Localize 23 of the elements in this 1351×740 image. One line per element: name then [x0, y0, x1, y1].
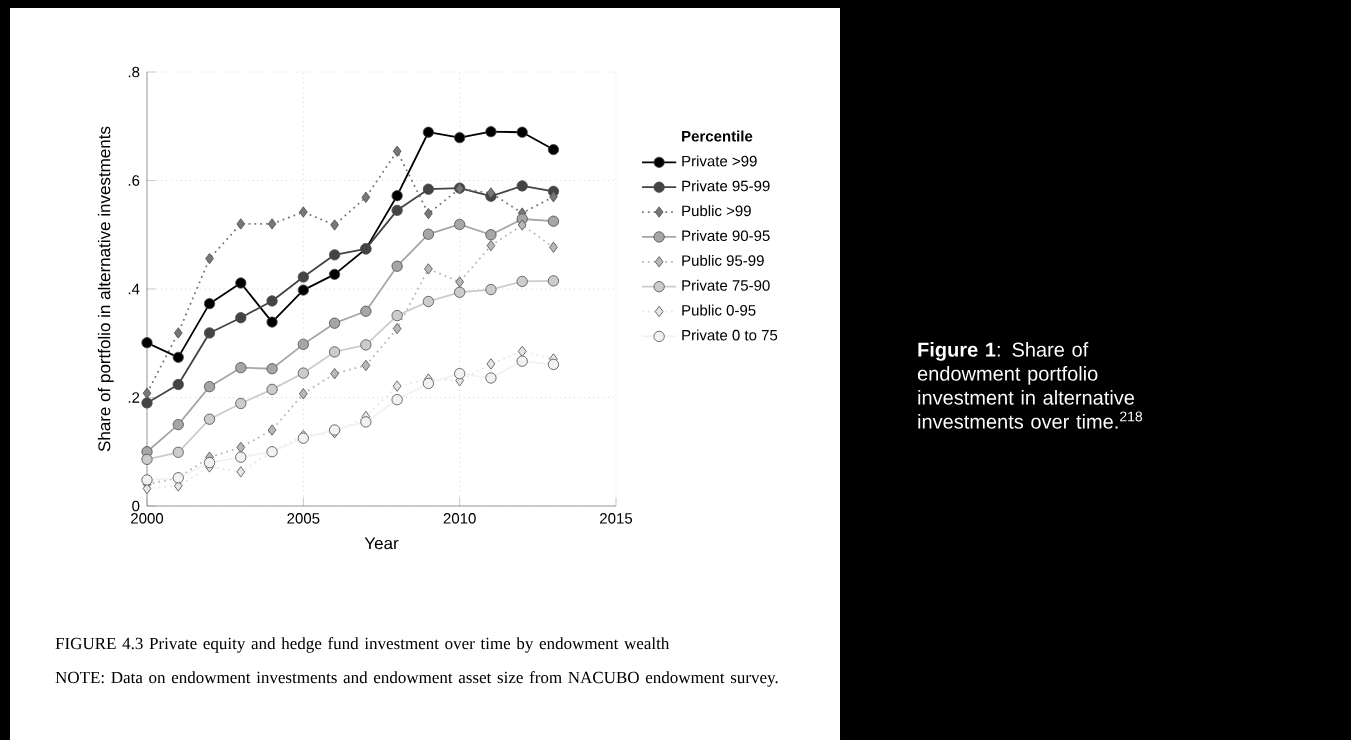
y-tick-label: .8	[128, 66, 140, 78]
legend-label: Private 95-99	[682, 180, 770, 192]
legend-label: Private >99	[682, 155, 757, 167]
y-tick-label: .4	[128, 283, 140, 295]
y-tick-label: 0	[132, 500, 140, 512]
text: NOTE: Data on endowment investments and endowment asset size from NACUBO endowment survey.	[55, 671, 778, 687]
legend-label: Public >99	[682, 205, 751, 217]
y-tick-label: .6	[128, 175, 140, 186]
x-tick-label: 2015	[600, 513, 633, 524]
legend-label: Private 90-95	[682, 230, 770, 242]
y-axis-title: Share of portfolio in alternative investments	[97, 126, 114, 452]
legend-label: Private 0 to 75	[682, 329, 778, 341]
x-tick-label: 2010	[443, 513, 476, 524]
legend-label: Public 0-95	[682, 304, 756, 316]
text: Figure 1: Share of endowment portfolio investment in alternative investments over time.$^{218}$	[917, 342, 1143, 429]
x-tick-label: 2000	[131, 513, 164, 524]
legend-label: Private 75-90	[682, 279, 770, 291]
legend-title: Percentile	[682, 130, 753, 142]
y-tick-label: .2	[128, 392, 140, 403]
x-axis-title: Year	[364, 537, 399, 550]
caption: FIGURE 4.3 Private equity and hedge fund investment over time by endowment wealth	[55, 637, 670, 653]
legend-label: Public 95-99	[682, 254, 764, 266]
x-tick-label: 2005	[287, 513, 320, 524]
